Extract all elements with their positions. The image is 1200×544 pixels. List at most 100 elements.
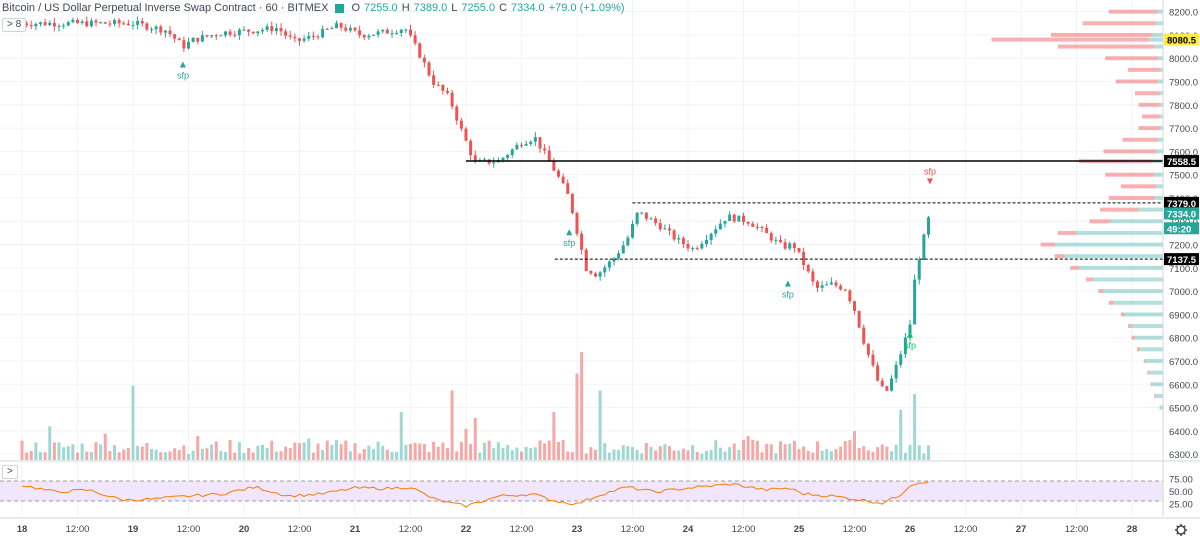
volume-bar — [760, 452, 764, 460]
time-tick-label: 12:00 — [510, 524, 534, 535]
candle-body — [404, 29, 408, 31]
volume-bar — [816, 441, 819, 460]
volume-bar — [829, 451, 833, 460]
candle-body — [381, 29, 385, 32]
volume-bar — [48, 426, 52, 460]
candle-body — [737, 215, 741, 222]
flag-icon[interactable] — [335, 3, 345, 13]
candle-body — [617, 253, 621, 259]
rsi-line — [21, 481, 929, 508]
candle-body — [700, 243, 704, 249]
volume-bar — [510, 450, 514, 460]
volume-bar — [709, 450, 713, 460]
time-tick-label: 12:00 — [843, 524, 867, 535]
price-tick-label: 7700.0 — [1169, 124, 1198, 135]
high-value: 7389.0 — [413, 2, 448, 14]
volume-bar — [311, 452, 315, 460]
volume-bar — [890, 451, 893, 460]
open-label: O — [351, 2, 361, 14]
candle-body — [640, 212, 644, 214]
rsi-toggle-button[interactable]: > — [2, 465, 18, 479]
volume-bar — [524, 446, 528, 460]
volume-bar — [792, 440, 796, 460]
settings-gear-icon[interactable] — [1176, 525, 1186, 535]
volume-profile-bar-down — [1100, 207, 1139, 212]
volume-bar — [566, 451, 570, 460]
volume-bar — [681, 448, 685, 460]
indicators-toggle-button[interactable]: > 8 — [2, 18, 27, 32]
volume-profile-bar-down — [1054, 254, 1065, 259]
volume-bar — [330, 444, 334, 460]
candle-body — [561, 176, 565, 184]
candle-body — [547, 150, 551, 162]
volume-bar — [321, 450, 325, 460]
volume-profile-bar-down — [1128, 324, 1132, 329]
candle-body — [533, 137, 537, 142]
volume-bar — [806, 450, 810, 460]
candle-body — [436, 84, 440, 86]
candle-body — [399, 29, 403, 33]
rsi-tick-label: 75.00 — [1169, 475, 1193, 486]
volume-bar — [459, 441, 463, 460]
candle-body — [709, 233, 713, 241]
candle-body — [76, 19, 79, 23]
volume-bar — [487, 440, 491, 460]
candle-body — [658, 223, 662, 230]
candle-body — [316, 36, 320, 38]
volume-bar — [145, 443, 149, 460]
volume-bar — [714, 440, 718, 460]
volume-bar — [473, 418, 477, 460]
candle-body — [723, 220, 727, 224]
volume-bar — [450, 390, 454, 460]
price-tick-label: 6300.0 — [1169, 450, 1198, 461]
volume-bar — [603, 443, 607, 460]
price-badge-bg — [1164, 33, 1199, 46]
candle-body — [390, 33, 394, 35]
volume-bar — [362, 449, 366, 460]
candle-body — [376, 31, 380, 35]
candle-body — [668, 228, 671, 231]
volume-bar — [547, 440, 551, 460]
volume-bar — [894, 444, 898, 460]
volume-bar — [802, 446, 806, 460]
candle-body — [746, 222, 750, 224]
volume-bar — [85, 451, 89, 460]
sfp-label: sfp — [904, 341, 916, 351]
volume-bar — [39, 452, 42, 460]
volume-bar — [913, 394, 917, 460]
volume-bar — [871, 451, 875, 460]
candle-body — [228, 31, 232, 35]
candle-body — [126, 23, 130, 26]
volume-bar — [848, 440, 852, 460]
volume-profile-bar-down — [1143, 359, 1146, 364]
candle-body — [131, 24, 135, 26]
price-tick-label: 7200.0 — [1169, 241, 1198, 252]
volume-bar — [765, 443, 769, 460]
candle-body — [570, 193, 574, 213]
volume-profile-bar-down — [1103, 149, 1156, 154]
candle-body — [816, 281, 819, 288]
candle-body — [589, 270, 593, 274]
candle-body — [39, 22, 42, 24]
sfp-label: sfp — [177, 71, 189, 81]
candle-body — [880, 380, 884, 387]
volume-bar — [228, 439, 232, 460]
volume-profile-bar-up — [1093, 277, 1163, 282]
volume-bar — [469, 443, 473, 460]
volume-bar — [538, 440, 542, 460]
volume-profile-bar-down — [1121, 184, 1156, 189]
price-tick-label: 7100.0 — [1169, 264, 1198, 275]
volume-bar — [496, 442, 500, 460]
candle-body — [654, 218, 658, 224]
volume-bar — [205, 448, 209, 460]
candle-body — [122, 23, 126, 25]
candle-body — [820, 285, 824, 288]
candle-body — [566, 183, 570, 194]
volume-bar — [159, 452, 163, 460]
close-value: 7334.0 — [511, 2, 545, 14]
candle-body — [66, 22, 70, 26]
volume-profile-bar-down — [1105, 172, 1155, 177]
candle-body — [529, 141, 533, 144]
